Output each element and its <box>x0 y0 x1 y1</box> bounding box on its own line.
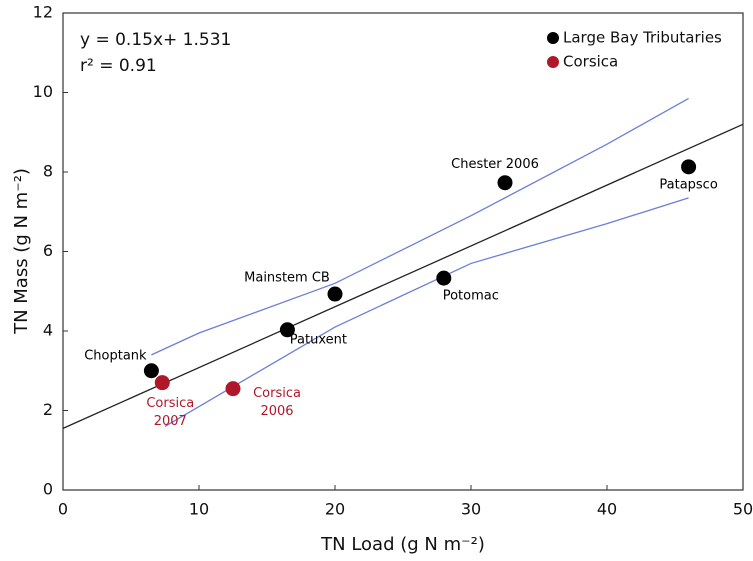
y-tick-label: 10 <box>33 82 53 101</box>
y-axis-label: TN Mass (g N m⁻²) <box>11 168 32 335</box>
y-tick-label: 8 <box>43 162 53 181</box>
legend-label: Corsica <box>563 53 618 71</box>
x-tick-label: 10 <box>189 500 209 519</box>
x-tick-label: 40 <box>597 500 617 519</box>
y-tick-label: 0 <box>43 480 53 499</box>
legend-marker <box>547 56 559 68</box>
point-label: 2007 <box>154 414 187 429</box>
point-label: Choptank <box>84 348 147 363</box>
data-point <box>225 381 241 397</box>
x-axis-label: TN Load (g N m⁻²) <box>320 534 485 555</box>
point-label: Potomac <box>443 289 499 304</box>
x-tick-label: 0 <box>58 500 68 519</box>
y-tick-label: 6 <box>43 241 53 260</box>
x-tick-label: 50 <box>733 500 753 519</box>
data-point <box>327 286 343 302</box>
regression-line <box>62 123 744 429</box>
point-label: Chester 2006 <box>451 157 539 172</box>
data-point <box>143 363 159 379</box>
y-tick-label: 2 <box>43 400 53 419</box>
confidence-band <box>164 197 689 427</box>
data-point <box>279 322 295 338</box>
legend-marker <box>547 32 559 44</box>
data-point <box>681 159 697 175</box>
data-point <box>154 375 170 391</box>
x-tick-label: 30 <box>461 500 481 519</box>
point-label: 2006 <box>260 404 293 419</box>
point-label: Mainstem CB <box>244 271 330 286</box>
y-tick-label: 4 <box>43 321 53 340</box>
data-point <box>497 175 513 191</box>
data-point <box>436 270 452 286</box>
r-squared: r² = 0.91 <box>80 56 157 76</box>
point-label: Corsica <box>146 396 194 411</box>
equation: y = 0.15x+ 1.531 <box>80 30 231 50</box>
point-label: Patuxent <box>290 332 347 347</box>
point-label: Corsica <box>253 386 301 401</box>
y-tick-label: 12 <box>33 3 53 22</box>
confidence-band <box>151 97 689 356</box>
x-tick-label: 20 <box>325 500 345 519</box>
point-label: Patapsco <box>659 177 717 192</box>
legend-label: Large Bay Tributaries <box>563 29 722 47</box>
